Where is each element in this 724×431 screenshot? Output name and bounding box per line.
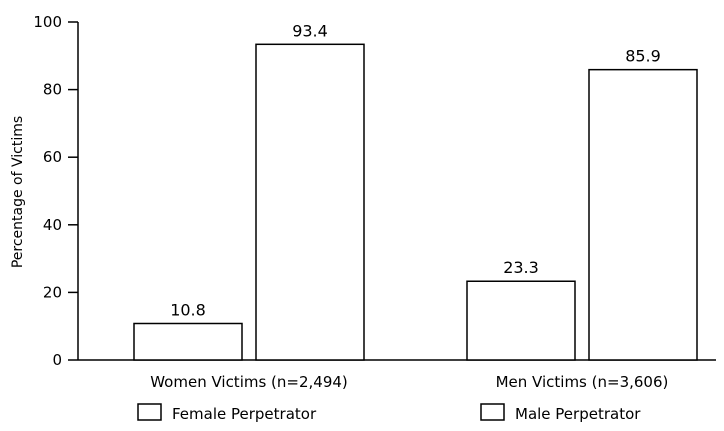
- y-tick-label: 100: [33, 13, 62, 31]
- bar-value-label: 23.3: [503, 258, 539, 277]
- y-tick-label: 0: [52, 351, 62, 369]
- legend-swatch: [480, 403, 505, 421]
- value-labels: 10.8 93.4 23.3 85.9: [170, 21, 661, 319]
- y-tick-label: 40: [43, 216, 62, 234]
- y-tick-label: 20: [43, 283, 62, 301]
- y-axis-title: Percentage of Victims: [10, 116, 26, 268]
- bar-group: [133, 43, 698, 361]
- bar-value-label: 10.8: [170, 300, 206, 319]
- legend-label: Female Perpetrator: [172, 405, 317, 423]
- bar: [133, 322, 243, 361]
- legend-swatch: [137, 403, 162, 421]
- category-labels: Women Victims (n=2,494) Men Victims (n=3,…: [150, 373, 668, 391]
- legend: Female Perpetrator Male Perpetrator: [137, 403, 641, 423]
- y-tick-label: 80: [43, 81, 62, 99]
- bar-value-label: 93.4: [292, 21, 328, 40]
- x-category-label: Women Victims (n=2,494): [150, 373, 348, 391]
- bar: [588, 68, 698, 361]
- bar: [255, 43, 365, 361]
- y-tick-label: 60: [43, 148, 62, 166]
- y-axis-ticks: 0 20 40 60 80 100: [33, 13, 78, 369]
- bar: [466, 280, 576, 361]
- legend-label: Male Perpetrator: [515, 405, 641, 423]
- bar-value-label: 85.9: [625, 47, 661, 66]
- x-category-label: Men Victims (n=3,606): [496, 373, 669, 391]
